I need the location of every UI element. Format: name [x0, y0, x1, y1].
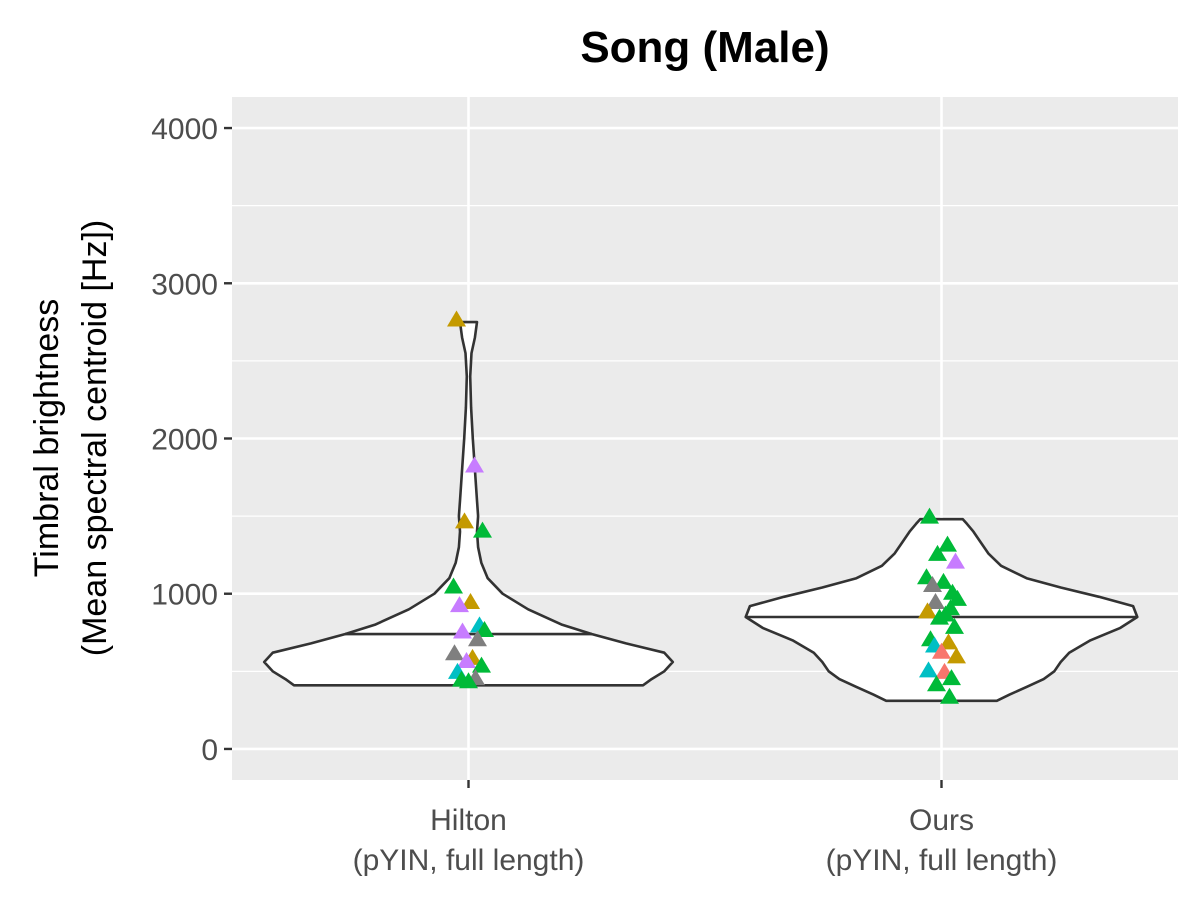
data-point — [450, 596, 469, 613]
data-point — [455, 512, 474, 529]
data-point — [465, 456, 484, 473]
data-point — [932, 642, 951, 659]
data-point — [946, 552, 965, 569]
data-point — [472, 656, 491, 673]
data-point — [920, 507, 939, 524]
data-point — [923, 575, 942, 592]
data-point — [939, 633, 958, 650]
data-point — [918, 602, 937, 619]
data-point — [930, 608, 949, 625]
data-point — [459, 672, 478, 689]
data-point — [928, 544, 947, 561]
y-axis: 0 1000 2000 3000 4000 — [151, 113, 232, 767]
y-tick-label: 0 — [201, 734, 218, 767]
y-tick-label: 1000 — [151, 579, 218, 612]
data-point — [919, 661, 938, 678]
data-point — [453, 622, 472, 639]
y-tick-label: 4000 — [151, 113, 218, 146]
y-tick-label: 2000 — [151, 424, 218, 457]
data-point — [445, 644, 464, 661]
data-point — [457, 652, 476, 669]
y-axis-title-line2: (Mean spectral centroid [Hz]) — [76, 220, 114, 657]
violin-shape — [744, 517, 1139, 703]
x-axis: Hilton (pYIN, full length) Ours (pYIN, full… — [353, 780, 1058, 877]
data-point — [475, 620, 494, 637]
data-point — [473, 521, 492, 538]
data-point — [468, 630, 487, 647]
data-point — [934, 572, 953, 589]
data-point — [947, 647, 966, 664]
point-layer — [444, 310, 967, 704]
chart-title: Song (Male) — [580, 23, 829, 72]
x-tick-label-line2: (pYIN, full length) — [353, 844, 585, 877]
x-tick-label-line1: Ours — [909, 804, 974, 837]
data-point — [927, 675, 946, 692]
data-point — [940, 687, 959, 704]
data-point — [461, 593, 480, 610]
y-axis-title: Timbral brightness (Mean spectral centro… — [28, 220, 114, 657]
data-point — [945, 617, 964, 634]
x-tick-label-line1: Hilton — [430, 804, 507, 837]
y-tick-label: 3000 — [151, 268, 218, 301]
data-point — [948, 589, 967, 606]
data-point — [926, 593, 945, 610]
data-point — [938, 535, 957, 552]
data-point — [447, 310, 466, 327]
data-point — [444, 577, 463, 594]
x-tick-label-line2: (pYIN, full length) — [826, 844, 1058, 877]
y-axis-title-line1: Timbral brightness — [28, 299, 66, 577]
data-point — [942, 669, 961, 686]
